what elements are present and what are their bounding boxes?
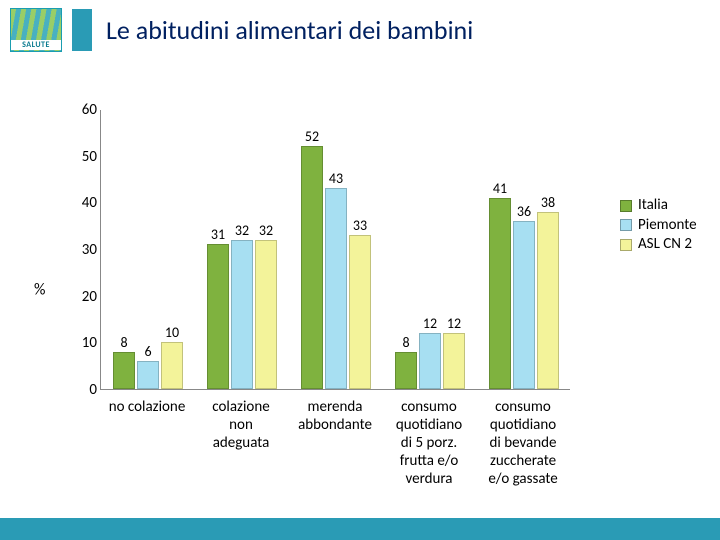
bar: 33	[349, 235, 371, 389]
title-accent-block	[72, 9, 92, 51]
bar-value-label: 43	[329, 170, 343, 187]
chart: % 01020304050608610313232524333812124136…	[60, 110, 660, 470]
bar: 41	[489, 198, 511, 389]
bar-value-label: 38	[541, 194, 555, 211]
bar: 8	[113, 352, 135, 389]
logo-icon: SALUTE	[10, 8, 62, 52]
bar-group: 413638	[489, 198, 559, 389]
legend-label: ASL CN 2	[638, 235, 692, 255]
bar: 8	[395, 352, 417, 389]
bar-value-label: 12	[423, 315, 437, 332]
category-label: colazionenonadeguata	[194, 398, 288, 452]
logo-text: SALUTE	[11, 40, 61, 50]
y-tick: 40	[71, 194, 97, 212]
bar-value-label: 8	[120, 334, 127, 351]
category-label: consumoquotidianodi bevandezuccheratee/o…	[476, 398, 570, 488]
legend-item: Italia	[620, 196, 697, 216]
title-bar: Le abitudini alimentari dei bambini	[72, 9, 720, 51]
legend-label: Italia	[638, 196, 668, 216]
bar: 10	[161, 342, 183, 389]
bar-value-label: 32	[259, 222, 273, 239]
bar-value-label: 52	[305, 128, 319, 145]
legend-swatch	[620, 219, 632, 231]
bar: 12	[443, 333, 465, 389]
bar-group: 313232	[207, 240, 277, 389]
slide: SALUTE Le abitudini alimentari dei bambi…	[0, 0, 720, 540]
bar: 32	[231, 240, 253, 389]
legend-swatch	[620, 200, 632, 212]
category-label: consumoquotidianodi 5 porz.frutta e/over…	[382, 398, 476, 488]
bar-value-label: 12	[447, 315, 461, 332]
plot-area: 0102030405060861031323252433381212413638	[100, 110, 570, 390]
bar-value-label: 32	[235, 222, 249, 239]
bar: 43	[325, 188, 347, 389]
bar: 6	[137, 361, 159, 389]
bar-group: 8610	[113, 342, 183, 389]
bar-value-label: 8	[402, 334, 409, 351]
category-label: merendaabbondante	[288, 398, 382, 434]
y-tick: 60	[71, 101, 97, 119]
legend-label: Piemonte	[638, 216, 697, 236]
bar-value-label: 31	[211, 226, 225, 243]
y-tick: 20	[71, 288, 97, 306]
bar: 12	[419, 333, 441, 389]
bar: 32	[255, 240, 277, 389]
bar-value-label: 6	[144, 343, 151, 360]
bar-group: 81212	[395, 333, 465, 389]
y-axis-label: %	[34, 281, 45, 300]
category-label: no colazione	[100, 398, 194, 416]
y-tick: 10	[71, 334, 97, 352]
bar: 38	[537, 212, 559, 389]
y-tick: 0	[71, 381, 97, 399]
bar: 31	[207, 244, 229, 389]
bar-value-label: 10	[165, 324, 179, 341]
bar: 36	[513, 221, 535, 389]
legend-swatch	[620, 239, 632, 251]
bar-value-label: 33	[353, 217, 367, 234]
logo-container: SALUTE	[0, 0, 72, 60]
page-title: Le abitudini alimentari dei bambini	[106, 14, 473, 46]
bar-group: 524333	[301, 146, 371, 389]
bar: 52	[301, 146, 323, 389]
footer-bar	[0, 518, 720, 540]
legend-item: ASL CN 2	[620, 235, 697, 255]
legend: ItaliaPiemonteASL CN 2	[620, 196, 697, 255]
y-tick: 50	[71, 148, 97, 166]
bar-value-label: 41	[493, 180, 507, 197]
legend-item: Piemonte	[620, 216, 697, 236]
bar-value-label: 36	[517, 203, 531, 220]
y-tick: 30	[71, 241, 97, 259]
header: SALUTE Le abitudini alimentari dei bambi…	[0, 0, 720, 60]
